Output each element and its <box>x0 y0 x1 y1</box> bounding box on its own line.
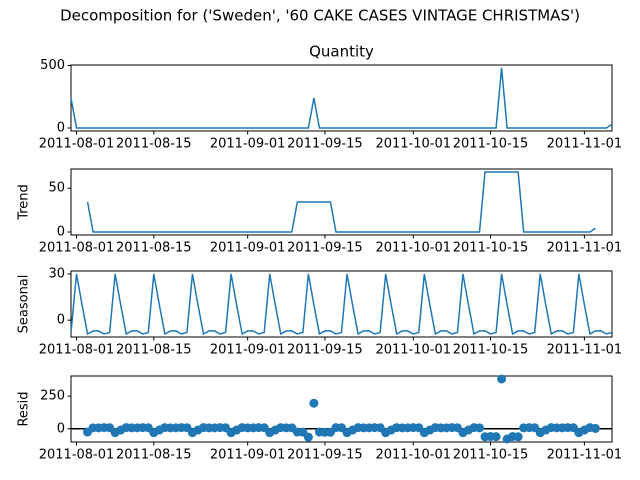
chart-title: Decomposition for ('Sweden', '60 CAKE CA… <box>60 7 580 25</box>
x-tick-label: 2011-08-15 <box>116 343 192 358</box>
x-tick-label: 2011-09-01 <box>210 241 286 256</box>
y-axis-label: Resid <box>17 391 32 426</box>
x-tick-label: 2011-10-01 <box>375 448 451 463</box>
y-tick-label: 0 <box>57 224 65 239</box>
resid-point <box>590 423 600 433</box>
axes-frame <box>70 64 613 132</box>
x-tick-label: 2011-08-15 <box>116 137 192 152</box>
x-tick-label: 2011-08-15 <box>116 448 192 463</box>
x-tick-label: 2011-10-15 <box>453 448 529 463</box>
panel-title: Quantity <box>309 43 374 61</box>
resid-point <box>513 432 523 442</box>
y-tick-label: 50 <box>48 181 65 196</box>
x-tick-label: 2011-10-01 <box>375 137 451 152</box>
y-tick-label: 500 <box>40 58 65 73</box>
resid-point <box>309 398 319 408</box>
x-tick-label: 2011-09-01 <box>210 448 286 463</box>
resid-point <box>491 432 501 442</box>
y-tick-label: 30 <box>48 267 65 282</box>
x-tick-label: 2011-09-15 <box>287 241 363 256</box>
axes-frame <box>70 375 613 443</box>
x-tick-label: 2011-09-15 <box>287 137 363 152</box>
x-tick-label: 2011-09-15 <box>287 448 363 463</box>
y-tick-label: 0 <box>57 313 65 328</box>
axes-frame <box>70 168 613 236</box>
x-tick-label: 2011-11-01 <box>547 448 623 463</box>
resid-point <box>303 432 313 442</box>
y-axis-label: Trend <box>17 184 32 221</box>
y-axis-label: Seasonal <box>17 275 32 334</box>
y-tick-label: 250 <box>40 389 65 404</box>
series-line <box>86 171 596 233</box>
x-tick-label: 2011-10-15 <box>453 241 529 256</box>
x-tick-label: 2011-11-01 <box>547 137 623 152</box>
series-line <box>70 67 613 129</box>
resid-point <box>497 374 507 384</box>
x-tick-label: 2011-08-01 <box>39 343 115 358</box>
x-tick-label: 2011-09-01 <box>210 343 286 358</box>
axes-frame <box>70 270 613 338</box>
resid-point <box>475 423 485 433</box>
x-tick-label: 2011-09-15 <box>287 343 363 358</box>
x-tick-label: 2011-11-01 <box>547 343 623 358</box>
y-tick-label: 0 <box>57 121 65 136</box>
x-tick-label: 2011-11-01 <box>547 241 623 256</box>
x-tick-label: 2011-10-15 <box>453 343 529 358</box>
x-tick-label: 2011-10-01 <box>375 241 451 256</box>
y-tick-label: 0 <box>57 421 65 436</box>
series-line <box>70 273 613 336</box>
x-tick-label: 2011-08-01 <box>39 137 115 152</box>
x-tick-label: 2011-09-01 <box>210 137 286 152</box>
x-tick-label: 2011-10-15 <box>453 137 529 152</box>
x-tick-label: 2011-08-01 <box>39 448 115 463</box>
x-tick-label: 2011-08-15 <box>116 241 192 256</box>
x-tick-label: 2011-08-01 <box>39 241 115 256</box>
x-tick-label: 2011-10-01 <box>375 343 451 358</box>
